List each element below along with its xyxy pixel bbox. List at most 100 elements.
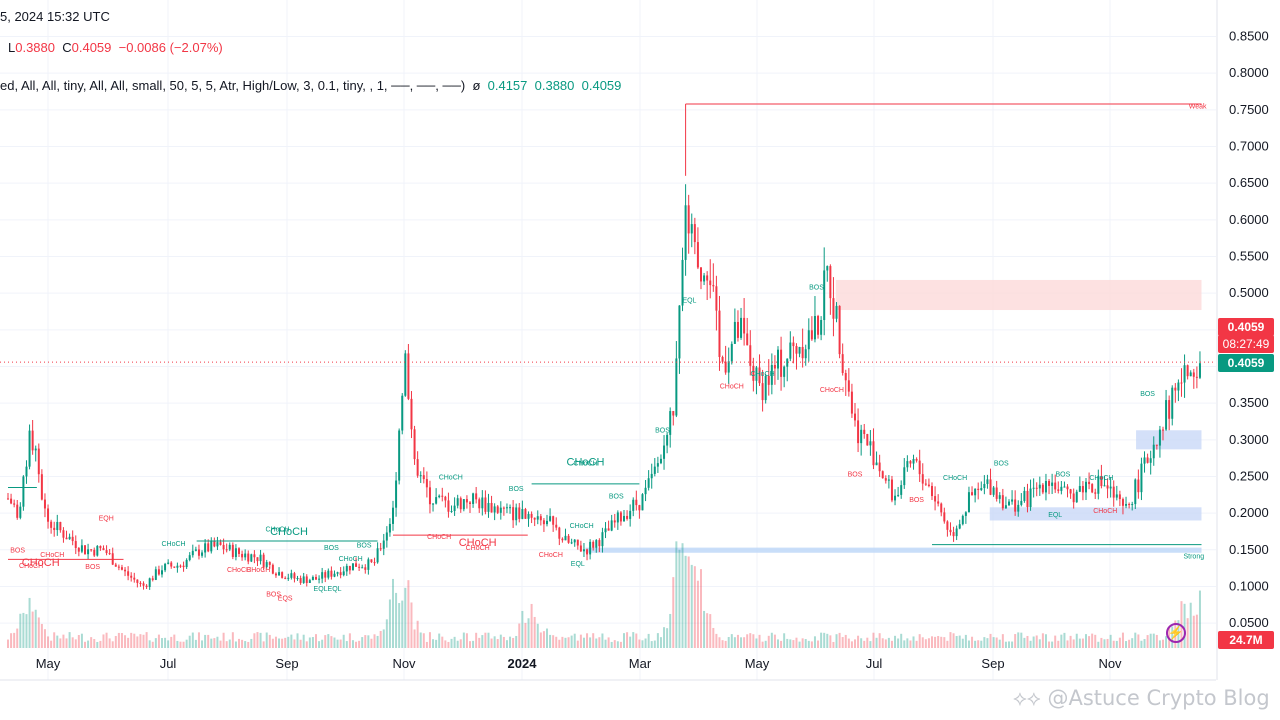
smc-label: CHoCH	[40, 552, 64, 559]
candle-body	[124, 569, 127, 572]
volume-bar	[34, 609, 37, 648]
volume-bar	[395, 592, 398, 648]
volume-bar	[940, 636, 943, 648]
volume-bar	[413, 629, 416, 648]
candle-body	[253, 554, 256, 558]
volume-bar	[1054, 635, 1057, 648]
candle-body	[315, 576, 317, 580]
candle-body	[518, 507, 521, 519]
candle-body	[509, 507, 512, 509]
volume-bar	[256, 632, 259, 648]
candle-body	[746, 333, 749, 346]
zone	[835, 279, 1202, 311]
candle-body	[379, 548, 382, 550]
volume-bar	[1128, 639, 1131, 648]
volume-bar	[1088, 636, 1091, 648]
lightning-icon[interactable]: ⚡	[1166, 623, 1186, 643]
smc-label: EQL	[682, 298, 696, 305]
volume-bar	[40, 623, 43, 648]
volume-bar	[632, 632, 635, 648]
candle-body	[1001, 495, 1004, 509]
volume-bar	[53, 632, 56, 648]
smc-label: EQL	[1048, 512, 1062, 519]
y-tick-label: 0.6000	[1229, 212, 1269, 227]
candle-body	[84, 545, 86, 555]
volume-bar	[465, 633, 468, 648]
volume-bar	[1121, 632, 1124, 648]
volume-bar	[204, 634, 207, 648]
candle-body	[490, 502, 493, 513]
volume-bar	[87, 640, 90, 648]
countdown-tag: 08:27:49	[1218, 335, 1274, 353]
candle-body	[650, 473, 653, 479]
candle-body	[281, 572, 284, 578]
volume-bar	[296, 633, 299, 648]
candle-body	[99, 545, 102, 549]
volume-bar	[783, 633, 786, 648]
volume-bar	[684, 555, 687, 648]
candle-body	[582, 549, 585, 552]
volume-bar	[915, 640, 918, 648]
candle-body	[934, 496, 937, 502]
volume-bar	[743, 637, 746, 648]
candle-body	[1186, 365, 1189, 377]
volume-bar	[31, 611, 34, 648]
candle-body	[810, 330, 813, 340]
volume-bar	[847, 638, 850, 648]
candle-body	[533, 517, 536, 520]
volume-bar	[626, 632, 629, 648]
candle-body	[234, 548, 237, 557]
smc-label: BOS	[809, 284, 824, 291]
y-tick-label: 0.5500	[1229, 248, 1269, 263]
volume-bar	[875, 637, 878, 648]
volume-bar	[681, 543, 684, 648]
candle-body	[7, 498, 9, 500]
volume-bar	[179, 641, 182, 648]
volume-bar	[47, 636, 50, 648]
y-tick-label: 0.0500	[1229, 615, 1269, 630]
volume-bar	[259, 632, 262, 648]
candle-body	[87, 549, 90, 555]
volume-bar	[321, 639, 324, 648]
volume-bar	[567, 637, 570, 648]
candle-body	[607, 528, 610, 531]
candle-body	[884, 478, 887, 481]
candle-body	[505, 507, 508, 509]
candle-body	[644, 487, 647, 495]
volume-bar	[872, 632, 875, 648]
smc-label: BOS	[1056, 471, 1071, 478]
smc-label: EQS	[278, 595, 293, 602]
structure-label: CHoCH	[270, 526, 308, 538]
candle-body	[102, 548, 105, 551]
volume-bar	[244, 641, 247, 648]
volume-bar	[284, 637, 287, 648]
candle-body	[619, 512, 622, 522]
volume-bar	[712, 627, 715, 648]
volume-bar	[659, 637, 662, 648]
x-tick-label: 2024	[508, 656, 538, 671]
candle-body	[943, 512, 946, 522]
candle-body	[299, 578, 302, 583]
volume-bar	[780, 640, 783, 648]
candle-body	[687, 205, 690, 234]
volume-bar	[197, 632, 200, 648]
indicator-legend[interactable]: ed, All, All, tiny, All, All, small, 50,…	[0, 78, 621, 93]
candle-body	[847, 380, 850, 392]
volume-bar	[65, 638, 68, 648]
candle-body	[1004, 505, 1007, 509]
volume-bar	[271, 638, 274, 648]
volume-bar	[238, 638, 240, 648]
candle-body	[493, 506, 496, 513]
volume-bar	[1192, 615, 1195, 648]
candle-body	[629, 510, 632, 519]
volume-bar	[709, 614, 712, 648]
volume-bar	[546, 628, 548, 648]
candle-body	[903, 467, 906, 486]
smc-label: CHoCH	[227, 567, 251, 574]
candle-body	[31, 430, 34, 451]
candle-body	[792, 342, 795, 347]
volume-bar	[530, 603, 533, 648]
volume-bar	[592, 633, 595, 648]
volume-bar	[992, 637, 995, 648]
